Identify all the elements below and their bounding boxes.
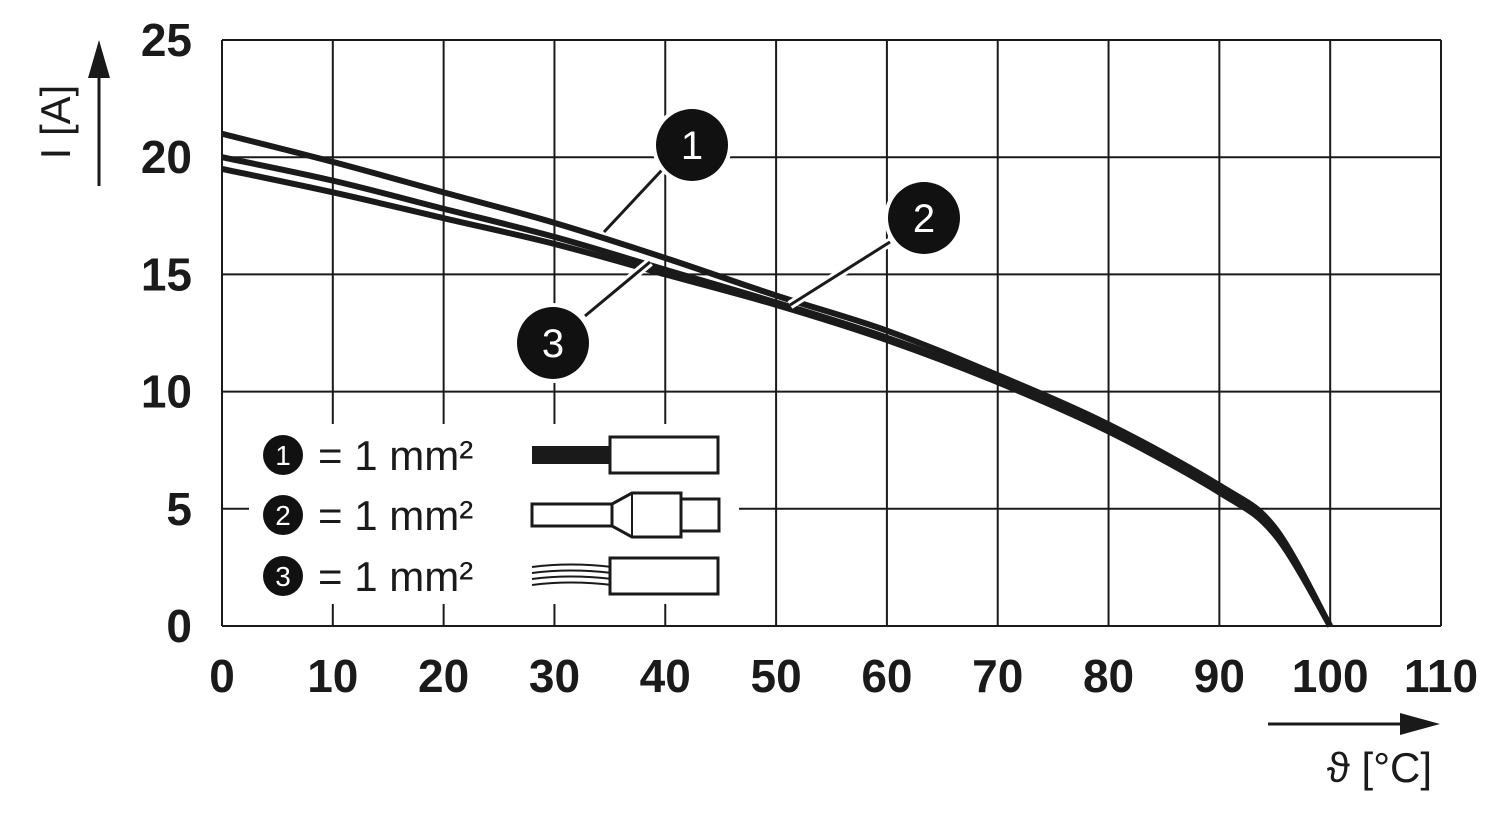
x-tick-label: 90 [1194,650,1245,702]
stranded-wire-icon [531,556,720,596]
x-tick-label: 80 [1083,650,1134,702]
callout-number: 2 [913,197,935,241]
x-tick-labels: 0 10 20 30 40 50 60 70 80 90 100 110 [209,650,1478,702]
callout-leader [602,168,664,234]
x-tick-label: 100 [1292,650,1369,702]
solid-wire-icon [532,435,720,475]
legend-badge [263,556,303,596]
legend-badge [263,435,303,475]
series-3-line [221,165,1333,628]
legend-badge-number: 2 [275,500,291,531]
legend-label: = 1 mm² [318,432,473,479]
legend-badge-number: 1 [275,440,291,471]
legend-label: = 1 mm² [318,553,473,600]
y-axis-arrow-icon [88,40,110,78]
x-tick-label: 110 [1404,650,1478,702]
y-tick-label: 20 [141,131,192,183]
series-lines [221,130,1333,628]
series-1-line [221,130,1333,628]
y-tick-label: 10 [141,366,192,418]
ferrule-wire-icon [530,491,721,539]
legend-badge [263,495,303,535]
x-tick-label: 40 [640,650,691,702]
y-tick-labels: 0 5 10 15 20 25 [141,14,192,652]
x-tick-label: 30 [529,650,580,702]
x-axis-title: ϑ [°C] [1268,713,1440,791]
callout-badge [517,307,589,379]
x-tick-label: 10 [307,650,358,702]
x-tick-label: 50 [751,650,802,702]
y-axis-title: I [A] [32,40,110,186]
callout-number: 1 [681,124,703,168]
grid [221,39,1442,627]
y-tick-label: 25 [141,14,192,66]
y-tick-label: 15 [141,248,192,300]
x-axis-label: ϑ [°C] [1327,744,1432,791]
legend-label: = 1 mm² [318,492,473,539]
x-tick-label: 0 [209,650,235,702]
x-axis-arrow-icon [1400,713,1440,735]
x-tick-label: 60 [861,650,912,702]
callout-badge [656,109,728,181]
x-tick-label: 20 [418,650,469,702]
legend: 1 = 1 mm² 2 = 1 mm² 3 = 1 mm² [249,424,739,604]
callout-number: 3 [542,322,564,366]
x-tick-label: 70 [972,650,1023,702]
y-tick-label: 5 [166,483,192,535]
callout-leader [789,240,891,307]
legend-badge-number: 3 [275,561,291,592]
y-tick-label: 0 [166,600,192,652]
callout-leader [584,260,651,318]
y-axis-label: I [A] [32,85,79,160]
callouts: 1 2 3 [513,105,964,383]
callout-badge [888,182,960,254]
